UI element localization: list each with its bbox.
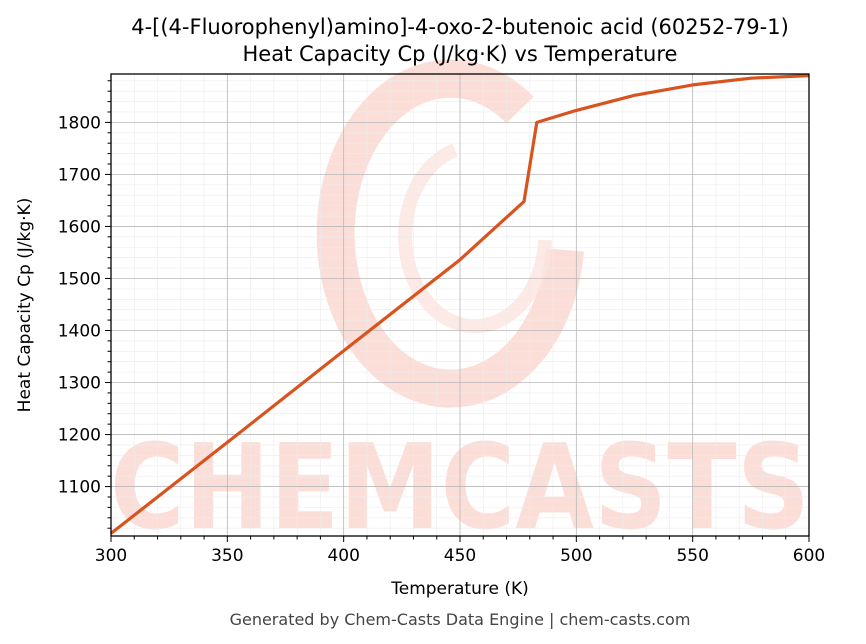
y-tick-label: 1300 xyxy=(58,374,101,394)
x-tick-label: 550 xyxy=(676,546,708,566)
x-tick-label: 400 xyxy=(327,546,359,566)
y-tick-label: 1600 xyxy=(58,217,101,237)
x-tick-label: 450 xyxy=(444,546,476,566)
x-tick-label: 300 xyxy=(95,546,127,566)
x-axis-label: Temperature (K) xyxy=(390,579,529,599)
x-axis: 300 350 400 450 500 550 600 xyxy=(95,536,825,566)
y-tick-label: 1500 xyxy=(58,269,101,289)
x-tick-label: 600 xyxy=(793,546,825,566)
y-tick-label: 1800 xyxy=(58,113,101,133)
y-tick-label: 1100 xyxy=(58,478,101,498)
watermark-logo-icon xyxy=(316,59,584,408)
major-grid xyxy=(110,74,810,536)
y-axis-label: Heat Capacity Cp (J/kg·K) xyxy=(15,198,35,413)
y-tick-label: 1700 xyxy=(58,165,101,185)
x-tick-label: 350 xyxy=(211,546,243,566)
chart-subtitle: Heat Capacity Cp (J/kg·K) vs Temperature xyxy=(243,42,678,66)
x-tick-label: 500 xyxy=(560,546,592,566)
y-tick-label: 1200 xyxy=(58,426,101,446)
chart-title: 4-[(4-Fluorophenyl)amino]-4-oxo-2-buteno… xyxy=(131,15,789,39)
footer-credit: Generated by Chem-Casts Data Engine | ch… xyxy=(230,610,691,629)
series-line xyxy=(110,74,810,535)
y-axis: 1100 1200 1300 1400 1500 1600 1700 1800 xyxy=(58,80,111,529)
y-tick-label: 1400 xyxy=(58,321,101,341)
